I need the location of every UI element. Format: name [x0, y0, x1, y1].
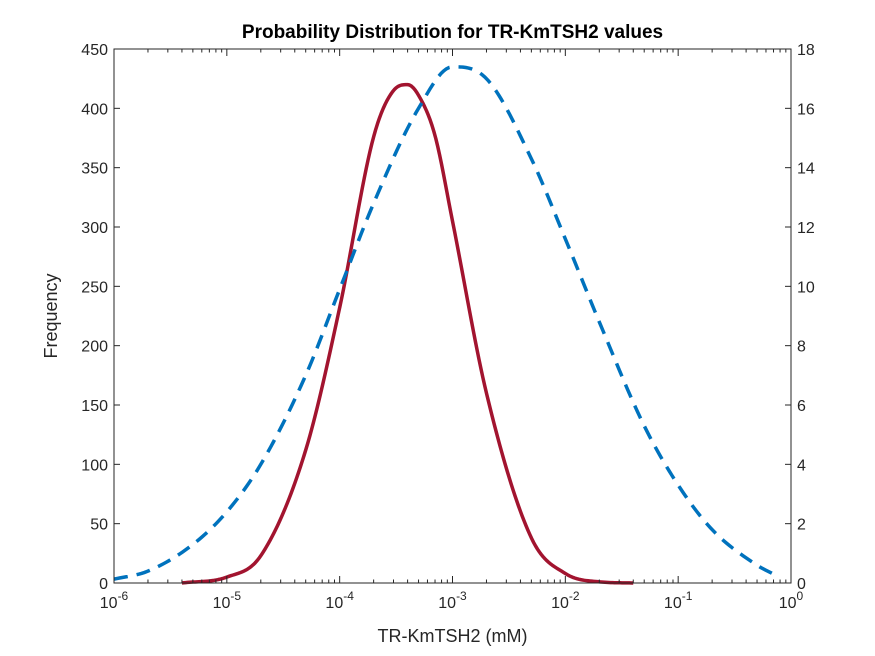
- y-left-tick-label: 50: [90, 517, 108, 534]
- x-tick-label-exponent: -2: [569, 589, 580, 603]
- x-tick-label-exponent: 0: [797, 589, 804, 603]
- x-tick-label: 10-4: [325, 589, 354, 612]
- y-left-tick-label: 350: [81, 161, 108, 178]
- y-left-tick-label: 450: [81, 42, 108, 59]
- y-left-tick-label: 150: [81, 398, 108, 415]
- y-right-tick-label: 4: [797, 457, 806, 474]
- x-tick-label-base: 10: [438, 595, 456, 612]
- y-right-tick-label: 12: [797, 220, 815, 237]
- plot-area: [114, 49, 791, 583]
- y-left-tick-label: 250: [81, 279, 108, 296]
- y-axis-label: Frequency: [41, 273, 61, 358]
- x-tick-label: 10-3: [438, 589, 467, 612]
- x-tick-label-base: 10: [325, 595, 343, 612]
- x-tick-label-exponent: -5: [230, 589, 241, 603]
- x-tick-label-exponent: -1: [682, 589, 693, 603]
- y-right-tick-label: 16: [797, 101, 815, 118]
- y-left-tick-label: 0: [99, 576, 108, 593]
- chart-title: Probability Distribution for TR-KmTSH2 v…: [242, 22, 663, 43]
- x-tick-label: 10-6: [100, 589, 129, 612]
- x-tick-label-base: 10: [664, 595, 682, 612]
- y-left-tick-label: 400: [81, 101, 108, 118]
- y-right-tick-label: 10: [797, 279, 815, 296]
- x-tick-label: 10-2: [551, 589, 580, 612]
- y-left-tick-label: 300: [81, 220, 108, 237]
- x-tick-label: 10-5: [213, 589, 242, 612]
- y-right-tick-label: 18: [797, 42, 815, 59]
- axes-layer: 0501001502002503003504004500246810121416…: [81, 42, 815, 612]
- x-tick-label-exponent: -4: [343, 589, 354, 603]
- y-left-tick-label: 100: [81, 457, 108, 474]
- y-right-tick-label: 2: [797, 517, 806, 534]
- x-tick-label-exponent: -3: [456, 589, 467, 603]
- x-tick-label-base: 10: [779, 595, 797, 612]
- series-line-left-axis: [181, 82, 634, 585]
- x-tick-label-exponent: -6: [118, 589, 129, 603]
- x-tick-label-base: 10: [551, 595, 569, 612]
- x-tick-label-base: 10: [213, 595, 231, 612]
- x-tick-label-base: 10: [100, 595, 118, 612]
- y-right-tick-label: 8: [797, 339, 806, 356]
- series-line-right-axis: [113, 65, 775, 581]
- x-tick-label: 100: [779, 589, 804, 612]
- y-left-tick-label: 200: [81, 339, 108, 356]
- x-tick-label: 10-1: [664, 589, 693, 612]
- y-right-tick-label: 6: [797, 398, 806, 415]
- data-series-layer: [113, 65, 775, 585]
- y-right-tick-label: 14: [797, 161, 815, 178]
- x-axis-label: TR-KmTSH2 (mM): [378, 626, 528, 646]
- y-right-tick-label: 0: [797, 576, 806, 593]
